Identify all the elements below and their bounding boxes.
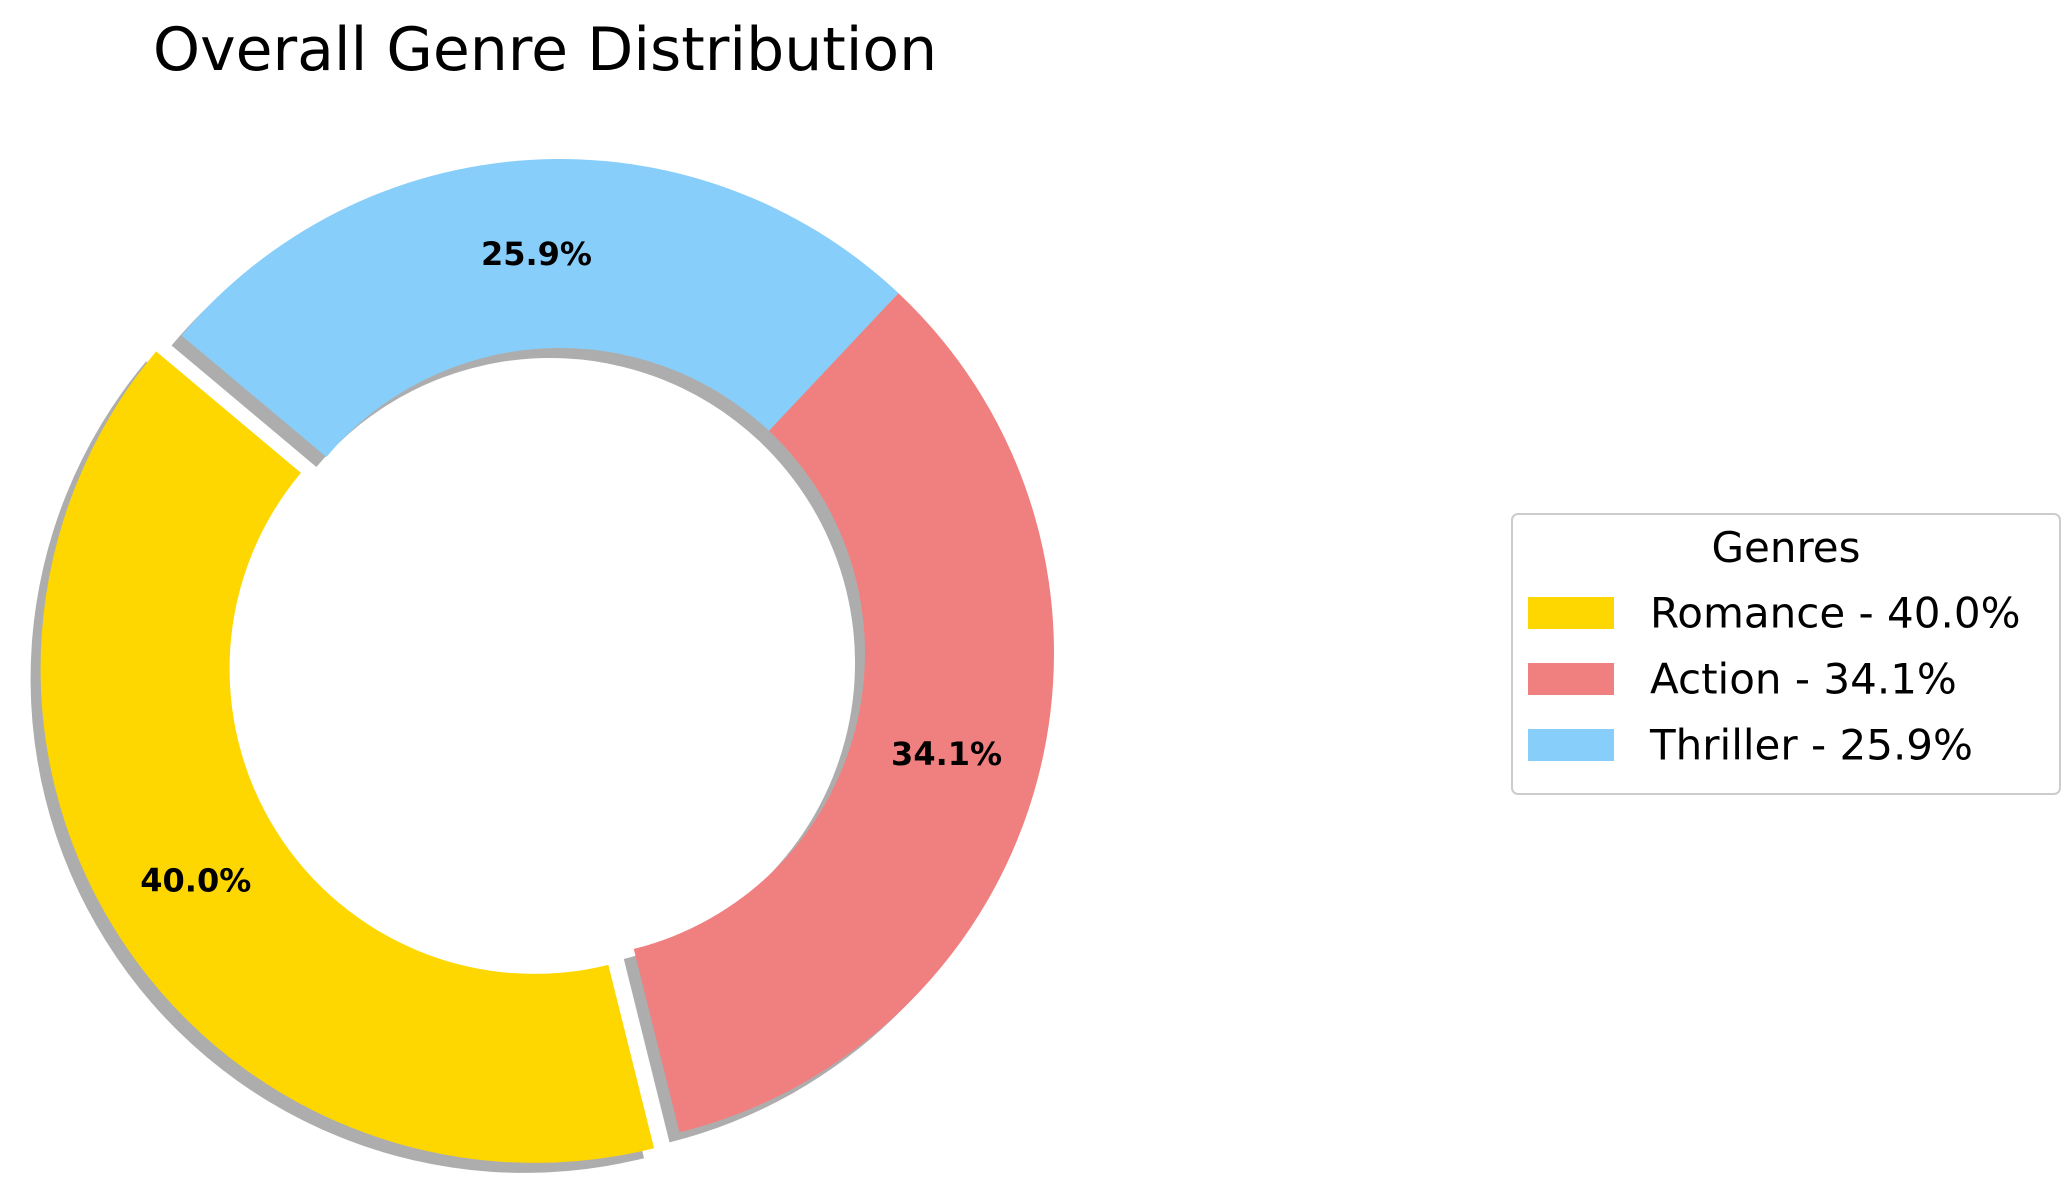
- slice-label-romance: 40.0%: [140, 862, 251, 900]
- slice-action: [633, 293, 1054, 1133]
- legend-label-thriller: Thriller - 25.9%: [1649, 721, 1973, 770]
- legend-swatch-romance: [1528, 597, 1614, 629]
- legend-items: Romance - 40.0% Action - 34.1% Thriller - …: [1528, 589, 2020, 770]
- slice-romance: [40, 351, 655, 1163]
- legend-label-action: Action - 34.1%: [1650, 655, 1957, 704]
- slice-label-action: 34.1%: [891, 735, 1002, 773]
- slice-label-thriller: 25.9%: [481, 235, 592, 273]
- legend: Genres Romance - 40.0% Action - 34.1% Thri…: [1511, 513, 2061, 795]
- legend-title: Genres: [1711, 523, 1860, 572]
- slice-thriller: [181, 159, 899, 457]
- slice-labels: 40.0% 34.1% 25.9%: [140, 235, 1002, 899]
- legend-frame: [1511, 513, 2061, 795]
- chart-title: Overall Genre Distribution: [153, 15, 937, 85]
- legend-swatch-thriller: [1528, 729, 1614, 761]
- legend-label-romance: Romance - 40.0%: [1650, 589, 2020, 638]
- legend-swatch-action: [1528, 663, 1614, 695]
- donut-slices: [40, 159, 1054, 1163]
